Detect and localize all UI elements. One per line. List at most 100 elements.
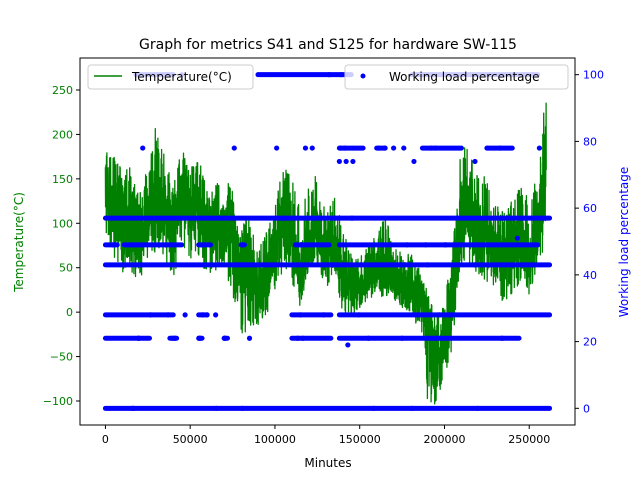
working-load-point: [399, 335, 405, 341]
working-load-point: [499, 335, 505, 341]
right-y-tick-label: 60: [583, 202, 597, 215]
working-load-point: [350, 158, 356, 165]
right-y-tick-label: 40: [583, 269, 597, 282]
working-load-point: [409, 405, 415, 411]
left-y-tick-label: −100: [43, 395, 73, 408]
x-tick-label: 0: [102, 433, 109, 446]
working-load-point: [411, 158, 417, 165]
working-load-point: [172, 335, 178, 341]
legend-working-load-box: [344, 64, 569, 90]
working-load-point: [297, 312, 304, 318]
working-load-point: [484, 145, 491, 151]
left-axis-label: Temperature(°C): [12, 192, 26, 293]
working-load-point: [222, 335, 228, 341]
working-load-point: [349, 215, 355, 221]
working-load-point: [446, 312, 453, 318]
working-load-point: [309, 215, 316, 221]
working-load-point: [165, 312, 171, 318]
working-load-point: [112, 242, 118, 248]
x-tick-label: 250000: [508, 433, 550, 446]
left-y-tick-label: 200: [52, 128, 73, 141]
axes-frame: [79, 57, 576, 426]
legend-working-load: Working load percentage: [344, 64, 569, 90]
chart-title: Graph for metrics S41 and S125 for hardw…: [139, 37, 517, 53]
working-load-point: [404, 242, 410, 248]
left-y-tick-label: −50: [50, 351, 73, 364]
working-load-point: [536, 145, 543, 151]
working-load-point: [237, 262, 244, 268]
working-load-point: [436, 312, 442, 318]
working-load-point: [213, 312, 219, 318]
working-load-point: [129, 242, 136, 248]
working-load-point: [401, 145, 407, 151]
working-load-point: [475, 405, 481, 411]
right-y-tick-label: 80: [583, 135, 597, 148]
working-load-point: [136, 335, 142, 341]
x-tick-label: 50000: [173, 433, 208, 446]
axes: 0 50000 100000 150000 200000 250000 −100 −50 0 50…: [43, 57, 604, 446]
left-y-tick-label: 150: [52, 173, 73, 186]
right-y-tick-label: 0: [583, 402, 590, 415]
working-load-point: [443, 242, 449, 248]
working-load-point: [298, 242, 304, 248]
left-y-tick-label: 100: [52, 217, 73, 230]
working-load-point: [300, 335, 306, 341]
working-load-point: [231, 145, 237, 151]
working-load-point: [365, 335, 372, 341]
working-load-point: [147, 312, 154, 318]
working-load-point: [520, 215, 526, 221]
x-tick-label: 100000: [254, 433, 296, 446]
working-load-point: [382, 145, 388, 151]
working-load-point: [321, 312, 327, 318]
working-load-point: [197, 335, 203, 341]
working-load-point: [200, 312, 206, 318]
working-load-point: [345, 342, 351, 348]
working-load-point: [198, 242, 205, 248]
working-load-point: [423, 242, 429, 248]
working-load-point: [337, 145, 344, 151]
working-load-point: [397, 262, 403, 268]
right-axis-label: Working load percentage: [617, 167, 631, 318]
working-load-point: [391, 145, 397, 151]
legend-temperature-box: [87, 64, 254, 90]
x-axis-label: Minutes: [304, 456, 351, 470]
working-load-point: [204, 312, 210, 318]
working-load-point: [472, 262, 478, 268]
working-load-point: [292, 215, 298, 221]
working-load-point: [433, 335, 439, 341]
temperature-line: [104, 102, 547, 405]
left-y-tick-label: 0: [66, 306, 73, 319]
working-load-point: [424, 262, 431, 268]
working-load-point: [342, 145, 348, 151]
working-load-point: [338, 72, 344, 78]
legend-working-load-label: Working load percentage: [389, 70, 540, 84]
working-load-point: [129, 405, 135, 411]
working-load-point: [239, 405, 245, 411]
left-y-tick-label: 50: [59, 262, 73, 275]
working-load-point: [499, 215, 505, 221]
working-load-point: [356, 312, 362, 318]
right-y-tick-label: 20: [583, 336, 597, 349]
legend-temperature-label: Temperature(°C): [131, 70, 232, 84]
working-load-point: [138, 262, 145, 268]
working-load-point: [274, 145, 280, 151]
working-load-point: [135, 242, 141, 248]
legend-temperature: Temperature(°C): [87, 64, 254, 90]
working-load-point: [239, 242, 246, 248]
working-load-point: [309, 145, 315, 151]
working-load-point: [326, 72, 332, 78]
x-tick-label: 150000: [339, 433, 381, 446]
working-load-point: [357, 262, 364, 268]
working-load-point: [336, 158, 342, 165]
working-load-point: [343, 158, 349, 165]
working-load-point: [472, 158, 478, 165]
left-y-tick-label: 250: [52, 84, 73, 97]
working-load-point: [207, 242, 213, 248]
working-load-point: [428, 145, 434, 151]
working-load-point: [281, 215, 287, 221]
working-load-point: [432, 145, 438, 151]
right-y-tick-label: 100: [583, 69, 604, 82]
working-load-point: [182, 312, 188, 318]
temperature-series: [104, 102, 547, 405]
